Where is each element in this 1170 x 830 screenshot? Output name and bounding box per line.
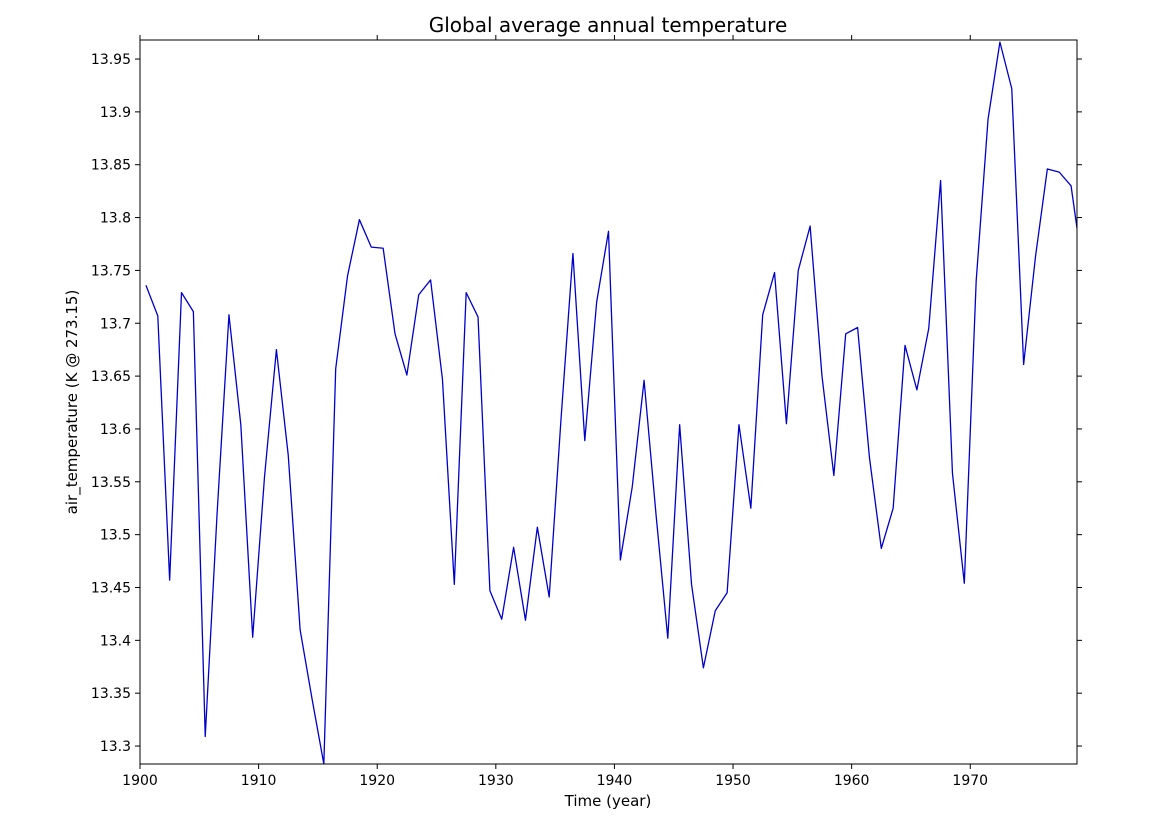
y-tick-label: 13.5 (100, 528, 131, 544)
plot-background (140, 40, 1077, 764)
y-tick-label: 13.7 (100, 316, 131, 332)
x-tick-label: 1940 (597, 773, 633, 789)
y-tick-label: 13.75 (91, 263, 131, 279)
x-tick-label: 1920 (359, 773, 395, 789)
y-axis-ticks: 13.3 13.35 13.4 13.45 13.5 13.55 13.6 13.65 13.7… (91, 52, 1082, 755)
x-tick-label: 1930 (478, 773, 514, 789)
y-tick-label: 13.45 (91, 580, 131, 596)
x-tick-label: 1970 (952, 773, 988, 789)
series-line-air_temperature (145, 41, 1077, 764)
x-axis-label: Time (year) (564, 792, 652, 810)
y-axis-label: air_temperature (K @ 273.15) (63, 290, 82, 515)
y-tick-label: 13.95 (91, 52, 131, 68)
y-tick-label: 13.65 (91, 369, 131, 385)
y-tick-label: 13.35 (91, 686, 131, 702)
y-tick-label: 13.6 (100, 422, 131, 438)
series-layer (145, 41, 1077, 764)
y-tick-label: 13.85 (91, 158, 131, 174)
y-tick-label: 13.9 (100, 105, 131, 121)
x-axis-ticks: 1900 1910 1920 1930 1940 1950 1960 1970 (122, 35, 988, 789)
plot-frame (139, 39, 1078, 765)
plot-area (140, 40, 1077, 764)
y-tick-label: 13.55 (91, 475, 131, 491)
x-tick-label: 1900 (122, 773, 158, 789)
x-tick-label: 1950 (715, 773, 751, 789)
y-tick-label: 13.8 (100, 211, 131, 227)
x-tick-label: 1960 (834, 773, 870, 789)
chart-title: Global average annual temperature (429, 13, 788, 37)
y-tick-label: 13.3 (100, 739, 131, 755)
x-tick-label: 1910 (241, 773, 277, 789)
y-tick-label: 13.4 (100, 633, 131, 649)
